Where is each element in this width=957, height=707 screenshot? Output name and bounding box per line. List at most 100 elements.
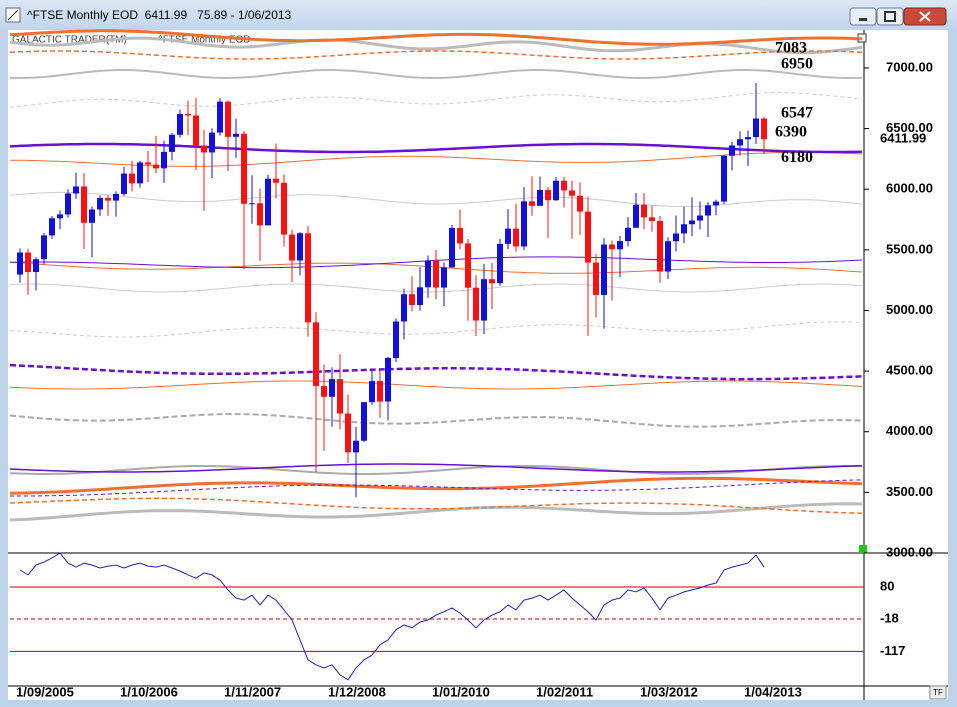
candle-body [617,241,623,250]
x-tick-label: 1/10/2006 [120,684,178,699]
candle-body [457,228,463,244]
candle-body [313,322,319,387]
close-glyph [919,11,931,22]
candle-body [393,321,399,359]
candle-body [329,379,335,397]
x-tick-label: 1/01/2010 [432,684,490,699]
cycle-band [9,465,863,475]
candle-body [649,217,655,221]
candle-body [129,173,135,184]
candle-body [489,279,495,284]
candle-body [105,197,111,201]
candle-body [673,233,679,242]
candle-body [81,186,87,223]
legend-indicator: GALACTIC TRADER(TM) [12,35,127,46]
candle-body [529,201,535,206]
level-annotation: 7083 [775,40,807,57]
candle-body [361,402,367,441]
candle-body [377,381,383,402]
candle-body [513,228,519,247]
candle-body [345,413,351,453]
candle-body [137,162,143,184]
y-tick-label: 3000.00 [886,544,933,559]
candle-body [561,180,567,191]
candle-body [369,381,375,403]
candle-body [681,224,687,234]
window-title: ^FTSE Monthly EOD 6411.99 75.89 - 1/06/2… [27,8,292,22]
candle-body [593,262,599,295]
x-tick-label: 1/11/2007 [224,684,281,699]
y-tick-label: 5000.00 [886,302,933,317]
last-price-label: 6411.99 [880,131,926,146]
candle-body [73,186,79,194]
cycle-band [9,502,863,522]
candle-body [257,203,263,226]
candle-body [689,220,695,225]
level-annotation: 6180 [781,149,813,166]
candle-body [273,178,279,183]
candle-body [641,204,647,218]
candle-body [265,178,271,226]
candle-body [601,244,607,295]
candle-body [497,243,503,284]
cycle-band [10,479,863,497]
candle-body [585,211,591,263]
cycle-band [9,142,863,154]
candle-body [97,197,103,210]
candle-body [33,259,39,273]
candle-body [449,228,455,268]
candle-body [153,164,159,169]
app-icon-glyph [7,9,19,21]
candle-body [281,182,287,235]
candle-body [433,260,439,288]
candle-body [665,241,671,272]
candle-body [249,203,255,205]
candle-body [465,243,471,288]
oscillator-tick-label: -18 [880,610,899,625]
candle-body [185,113,191,116]
maximize-button[interactable] [876,7,904,26]
candle-body [577,195,583,212]
candle-body [305,233,311,323]
x-tick-label: 1/12/2008 [328,684,386,699]
candle-body [177,113,183,135]
candle-body [193,115,199,146]
x-tick-label: 1/02/2011 [536,684,593,699]
corner-marker [859,545,867,553]
cycle-band [9,29,863,46]
minimize-button[interactable] [849,7,877,26]
cycle-band [9,191,863,207]
oscillator-line [19,552,765,681]
candle-body [705,205,711,216]
y-tick-label: 5500.00 [886,241,933,256]
maximize-glyph [884,11,896,22]
candle-body [297,233,303,261]
y-tick-label: 6000.00 [886,181,933,196]
y-tick-label: 3500.00 [886,484,933,499]
cycle-band [9,413,863,428]
candle-body [537,189,543,206]
cycle-band [9,463,863,473]
candle-body [761,118,767,140]
candle-body [553,180,559,201]
y-tick-label: 4000.00 [886,423,933,438]
tf-button[interactable] [929,685,947,700]
chart-area [8,30,948,700]
oscillator-tick-label: -117 [880,643,905,658]
candle-body [145,162,151,165]
tf-label: TF [933,688,943,697]
candle-body [737,139,743,146]
cycle-band [10,151,863,167]
candle-body [745,137,751,140]
candle-body [41,235,47,260]
oscillator-tick-label: 80 [880,578,894,593]
cycle-band [9,380,863,390]
candle-body [17,252,23,275]
candle-body [321,386,327,397]
cycle-band [9,363,863,381]
x-tick-label: 1/04/2013 [744,684,802,699]
candle-body [89,209,95,223]
candle-body [753,118,759,138]
